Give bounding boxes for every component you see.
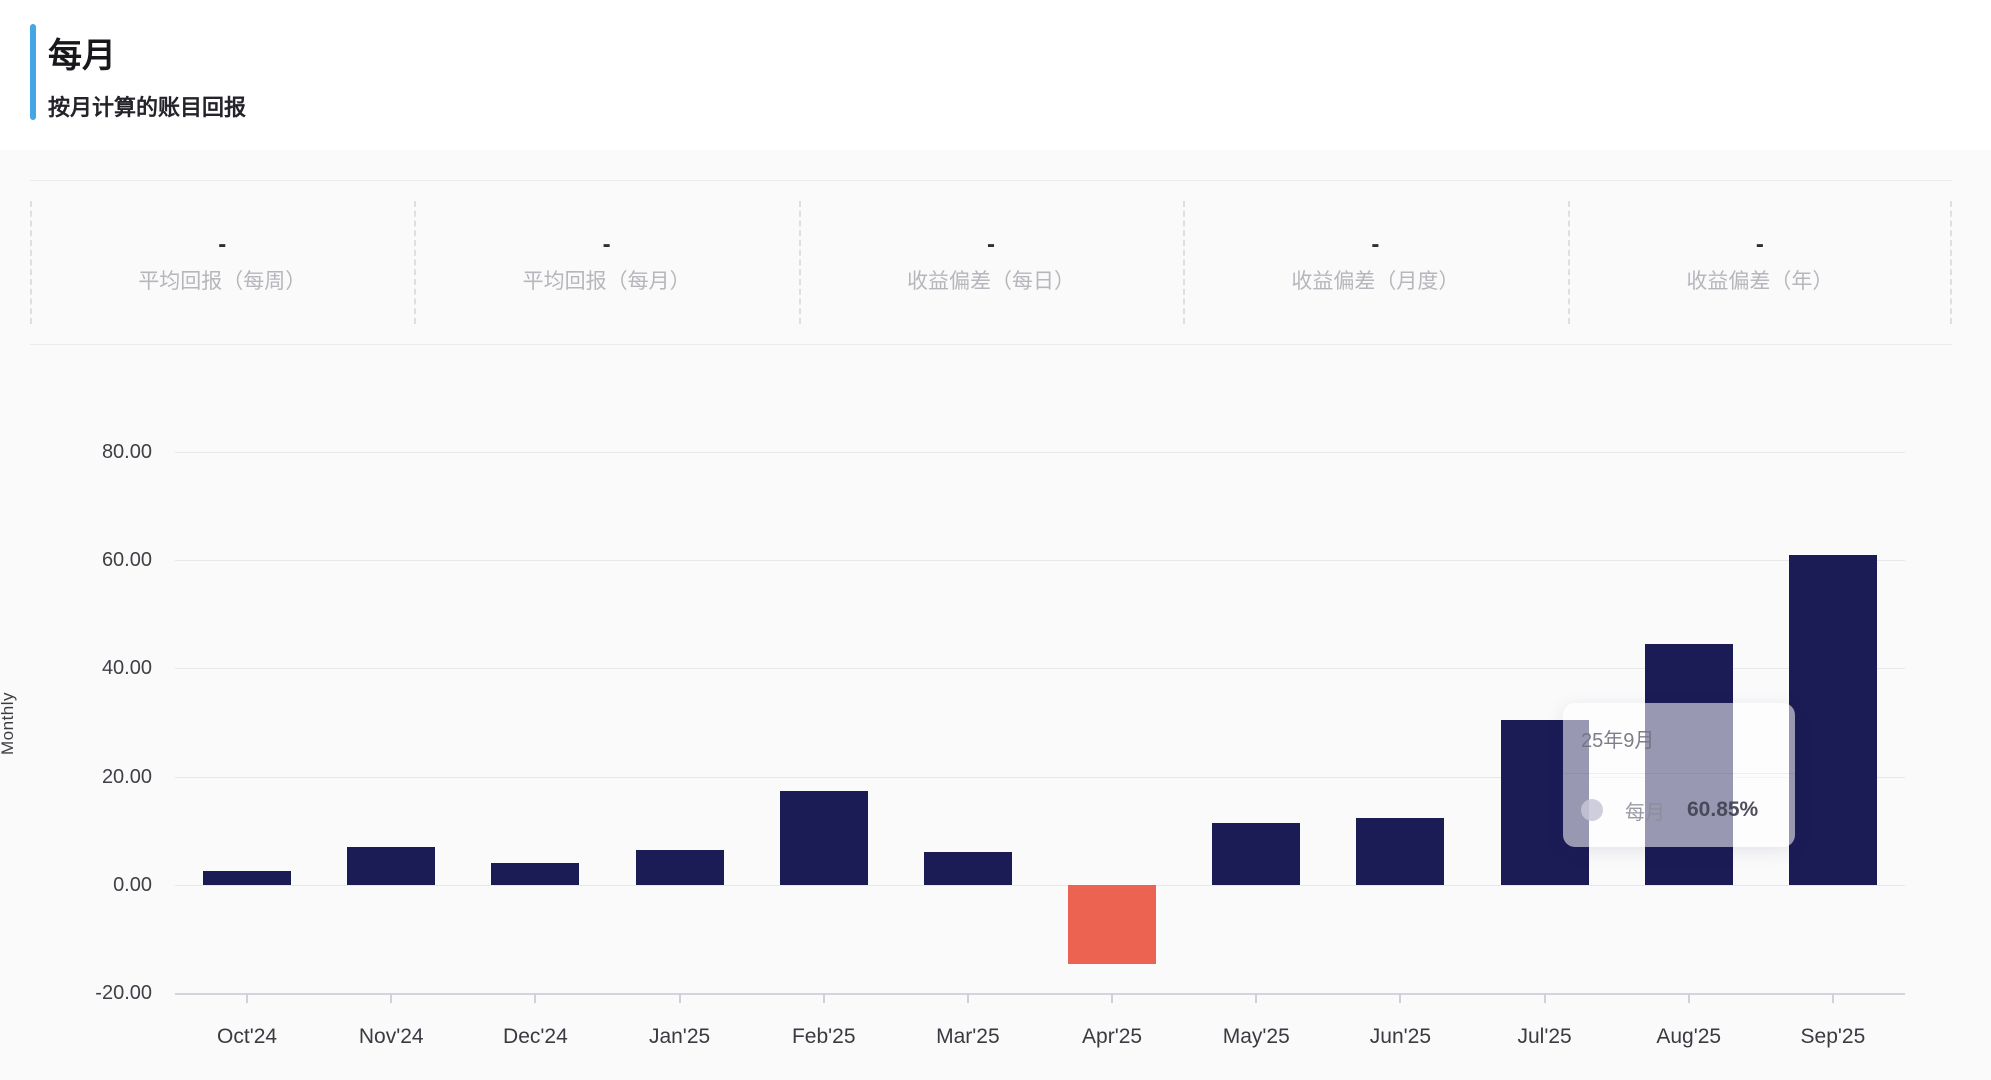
page-subtitle: 按月计算的账目回报 <box>48 95 247 120</box>
stat-value: - <box>1371 231 1380 258</box>
x-tick-label: Mar'25 <box>936 1025 1000 1049</box>
stat-value: - <box>218 231 227 258</box>
bar-nov24[interactable] <box>347 847 436 885</box>
stat-label: 平均回报（每周） <box>138 270 307 293</box>
gridline <box>175 668 1905 670</box>
y-tick-label: 60.00 <box>101 548 152 571</box>
stat-avg-return-monthly: - 平均回报（每月） <box>414 181 798 344</box>
tooltip-row: 每月 60.85% <box>1563 774 1795 846</box>
x-tick-label: Nov'24 <box>358 1025 424 1049</box>
stat-return-deviation-monthly: - 收益偏差（月度） <box>1183 181 1567 344</box>
x-axis-tick <box>534 993 537 1004</box>
stat-label: 收益偏差（每日） <box>907 270 1076 293</box>
x-tick-label: Jan'25 <box>648 1025 711 1049</box>
x-axis-tick <box>822 993 825 1004</box>
bar-mar25[interactable] <box>923 851 1012 885</box>
x-tick-label: Jun'25 <box>1369 1025 1432 1049</box>
stat-label: 平均回报（每月） <box>522 270 691 293</box>
gridline <box>175 559 1905 561</box>
x-axis-tick <box>966 993 969 1004</box>
x-axis-tick <box>390 993 393 1004</box>
panel-background <box>0 150 1991 1080</box>
y-tick-label: 40.00 <box>101 657 152 680</box>
gridline <box>175 885 1905 886</box>
stat-label: 收益偏差（年） <box>1686 270 1834 293</box>
y-tick-label: 80.00 <box>101 440 152 463</box>
x-axis-tick <box>1255 993 1258 1004</box>
title-accent-bar <box>30 24 36 120</box>
x-tick-label: Feb'25 <box>791 1025 856 1049</box>
stat-value: - <box>987 231 996 258</box>
stats-row: - 平均回报（每周） - 平均回报（每月） - 收益偏差（每日） - 收益偏差（… <box>30 180 1953 345</box>
x-axis-tick <box>246 993 249 1004</box>
bar-jan25[interactable] <box>635 849 724 885</box>
x-axis-tick <box>1543 993 1546 1004</box>
y-tick-label: 0.00 <box>113 874 152 896</box>
bar-apr25[interactable] <box>1068 885 1157 965</box>
x-axis-tick <box>1111 993 1114 1004</box>
bar-sep25[interactable] <box>1788 555 1877 885</box>
y-axis-title: Monthly <box>0 691 17 755</box>
gridline <box>175 776 1905 778</box>
x-tick-label: Apr'25 <box>1082 1025 1143 1049</box>
x-tick-label: Dec'24 <box>503 1025 568 1049</box>
x-axis-line <box>175 993 1905 996</box>
page-title: 每月 <box>48 37 116 75</box>
stat-value: - <box>602 231 611 258</box>
x-axis-tick <box>1831 993 1834 1004</box>
bar-oct24[interactable] <box>203 870 292 885</box>
bar-dec24[interactable] <box>491 862 580 885</box>
tooltip-value: 60.85% <box>1687 798 1759 821</box>
series-marker-dot-icon <box>1581 799 1603 821</box>
stat-avg-return-weekly: - 平均回报（每周） <box>30 181 414 344</box>
x-axis-tick <box>1687 993 1690 1004</box>
stat-return-deviation-yearly: - 收益偏差（年） <box>1567 181 1953 344</box>
bar-jun25[interactable] <box>1356 817 1445 885</box>
x-axis-tick <box>678 993 681 1004</box>
x-axis-tick <box>1399 993 1402 1004</box>
y-tick-label: -20.00 <box>95 982 152 1005</box>
x-tick-label: Jul'25 <box>1517 1025 1572 1049</box>
x-tick-label: Aug'25 <box>1656 1025 1722 1049</box>
bar-feb25[interactable] <box>779 790 868 885</box>
x-tick-label: May'25 <box>1222 1025 1290 1049</box>
tooltip-title: 25年9月 <box>1563 703 1795 774</box>
monthly-bar-chart: Monthly 80.00 60.00 40.00 20.00 0.00 -20.00 Oc… <box>0 345 1991 1080</box>
chart-tooltip: 25年9月 每月 60.85% <box>1563 703 1795 847</box>
tooltip-series-label: 每月 <box>1625 801 1665 824</box>
x-tick-label: Sep'25 <box>1800 1025 1866 1049</box>
x-tick-label: Oct'24 <box>217 1025 278 1049</box>
stat-return-deviation-daily: - 收益偏差（每日） <box>798 181 1183 344</box>
stat-label: 收益偏差（月度） <box>1291 270 1460 293</box>
gridline <box>175 451 1905 453</box>
stat-value: - <box>1755 231 1764 258</box>
y-tick-label: 20.00 <box>101 765 152 788</box>
bar-may25[interactable] <box>1212 823 1301 885</box>
